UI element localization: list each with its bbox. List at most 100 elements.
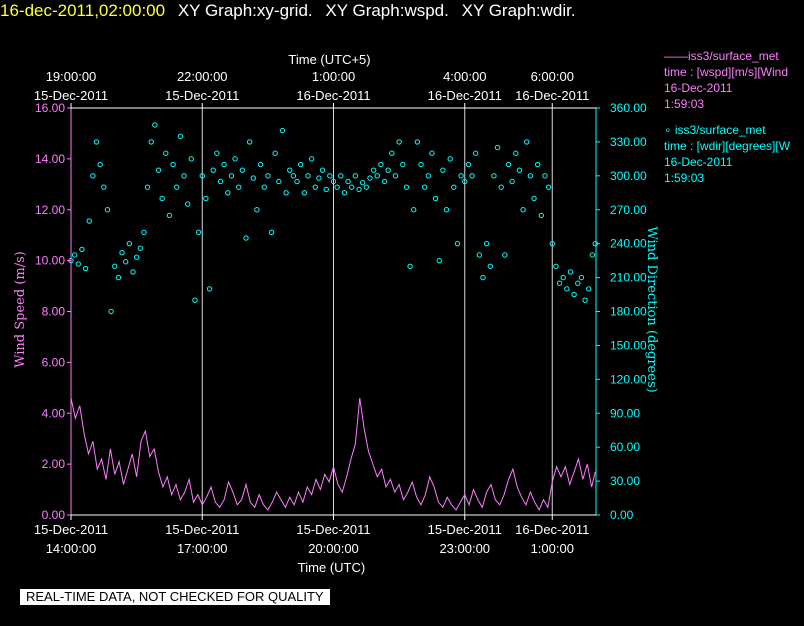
wind-direction-point bbox=[407, 263, 413, 269]
wind-direction-point bbox=[221, 161, 227, 168]
wind-direction-point bbox=[436, 257, 442, 264]
tick-label-left: 2.00 bbox=[42, 457, 66, 471]
tick-label-top-time: 4:00:00 bbox=[443, 69, 486, 84]
title-timestamp: 16-dec-2011,02:00:00 bbox=[0, 1, 166, 20]
wind-direction-point bbox=[159, 195, 165, 202]
wind-direction-point bbox=[425, 173, 431, 179]
wind-direction-point bbox=[451, 184, 457, 190]
wind-direction-point bbox=[246, 139, 253, 145]
wind-direction-point bbox=[166, 212, 173, 219]
wind-direction-point bbox=[487, 263, 493, 269]
wind-direction-point bbox=[534, 161, 541, 168]
wind-direction-point bbox=[90, 173, 96, 179]
x-axis-title-top: Time (UTC+5) bbox=[288, 52, 370, 67]
tick-label-left: 6.00 bbox=[42, 355, 66, 369]
wind-direction-point bbox=[163, 150, 169, 156]
wind-direction-point bbox=[582, 297, 588, 303]
wind-direction-point bbox=[567, 269, 574, 275]
wind-direction-point bbox=[440, 167, 446, 173]
legend-wspd-date: 16-Dec-2011 bbox=[664, 81, 733, 95]
tick-label-top-date: 15-Dec-2011 bbox=[34, 88, 108, 103]
wind-direction-point bbox=[177, 133, 184, 139]
wind-direction-point bbox=[181, 173, 187, 179]
wind-direction-point bbox=[210, 167, 216, 173]
wind-direction-point bbox=[411, 207, 417, 213]
wind-direction-point bbox=[578, 274, 585, 281]
wind-direction-point bbox=[334, 184, 340, 190]
wind-direction-point bbox=[513, 150, 519, 156]
wind-direction-point bbox=[101, 184, 107, 190]
wind-direction-point bbox=[217, 178, 224, 185]
x-axis-title-bottom: Time (UTC) bbox=[298, 560, 365, 575]
wind-direction-point bbox=[272, 150, 278, 156]
wind-direction-point bbox=[119, 250, 125, 256]
wind-direction-point bbox=[239, 167, 246, 173]
wind-direction-point bbox=[115, 274, 122, 281]
wind-direction-point bbox=[396, 139, 402, 145]
wind-direction-point bbox=[509, 178, 515, 185]
wind-direction-point bbox=[538, 212, 545, 219]
wind-direction-point bbox=[520, 207, 526, 213]
wind-direction-point bbox=[385, 167, 391, 173]
y-axis-title-right: Wind Direction (degrees) bbox=[644, 226, 659, 392]
tick-label-top-time: 1:00:00 bbox=[312, 69, 355, 84]
wind-direction-point bbox=[480, 274, 486, 281]
wind-direction-point bbox=[283, 190, 289, 196]
wind-direction-point bbox=[418, 161, 424, 168]
wind-direction-point bbox=[549, 240, 555, 247]
wind-direction-point bbox=[319, 167, 326, 173]
tick-label-bottom-time: 23:00:00 bbox=[439, 541, 490, 556]
label-layer: 0.00 2.00 4.00 6.00 8.00 10.00 12.00 14.00 16.00… bbox=[13, 52, 659, 575]
wind-direction-point bbox=[297, 161, 304, 168]
wind-direction-point bbox=[469, 173, 475, 179]
wind-direction-point bbox=[93, 139, 100, 145]
wind-direction-point bbox=[214, 150, 220, 156]
wind-direction-point bbox=[545, 184, 552, 190]
wind-direction-point bbox=[192, 297, 198, 303]
wind-direction-point bbox=[389, 150, 395, 156]
wind-direction-point bbox=[447, 156, 453, 162]
wind-direction-point bbox=[170, 161, 176, 168]
wind-direction-point bbox=[206, 286, 213, 292]
wind-direction-point bbox=[312, 184, 318, 190]
tick-label-left: 4.00 bbox=[42, 406, 66, 420]
tick-label-right: 240.00 bbox=[610, 237, 647, 251]
tick-label-right: 300.00 bbox=[610, 169, 647, 183]
wind-direction-point bbox=[308, 156, 315, 162]
wind-direction-point bbox=[392, 173, 399, 179]
wind-direction-point bbox=[133, 254, 140, 260]
wind-direction-point bbox=[571, 291, 577, 298]
tick-label-top-time: 6:00:00 bbox=[531, 69, 574, 84]
wind-direction-point bbox=[236, 184, 242, 190]
wind-direction-point bbox=[330, 178, 337, 185]
wind-direction-point bbox=[79, 246, 85, 253]
wind-direction-point bbox=[254, 207, 260, 213]
wind-direction-point bbox=[524, 139, 530, 145]
wind-direction-point bbox=[502, 252, 508, 258]
wind-direction-point bbox=[403, 184, 410, 190]
tick-label-left: 16.00 bbox=[35, 101, 65, 115]
wind-direction-point bbox=[265, 173, 271, 179]
tick-label-left: 12.00 bbox=[35, 203, 65, 217]
wind-direction-point bbox=[472, 150, 479, 156]
wind-direction-point bbox=[144, 184, 151, 190]
tick-label-top-time: 19:00:00 bbox=[46, 69, 97, 84]
tick-label-bottom-date: 15-Dec-2011 bbox=[34, 522, 108, 537]
wind-direction-point bbox=[250, 175, 256, 181]
tick-label-top-date: 15-Dec-2011 bbox=[165, 88, 239, 103]
title-graph-wdir: XY Graph:wdir. bbox=[461, 1, 576, 20]
tick-label-right: 30.00 bbox=[610, 474, 640, 488]
tick-label-bottom-time: 1:00:00 bbox=[531, 541, 574, 556]
title-bar: 16-dec-2011,02:00:00 XY Graph:xy-grid. X… bbox=[0, 0, 804, 24]
tick-label-right: 360.00 bbox=[610, 101, 647, 115]
legend-wdir-source: ∘ iss3/surface_met bbox=[664, 123, 766, 137]
frame-layer bbox=[67, 103, 600, 520]
wind-direction-point bbox=[381, 178, 388, 185]
tick-label-top-date: 16-Dec-2011 bbox=[515, 88, 589, 103]
wind-direction-point bbox=[268, 229, 275, 236]
wind-direction-point bbox=[225, 190, 231, 196]
wind-direction-point bbox=[560, 274, 566, 281]
quality-notice: REAL-TIME DATA, NOT CHECKED FOR QUALITY bbox=[20, 589, 330, 605]
wind-direction-point bbox=[122, 259, 129, 265]
tick-label-left: 0.00 bbox=[42, 508, 66, 522]
